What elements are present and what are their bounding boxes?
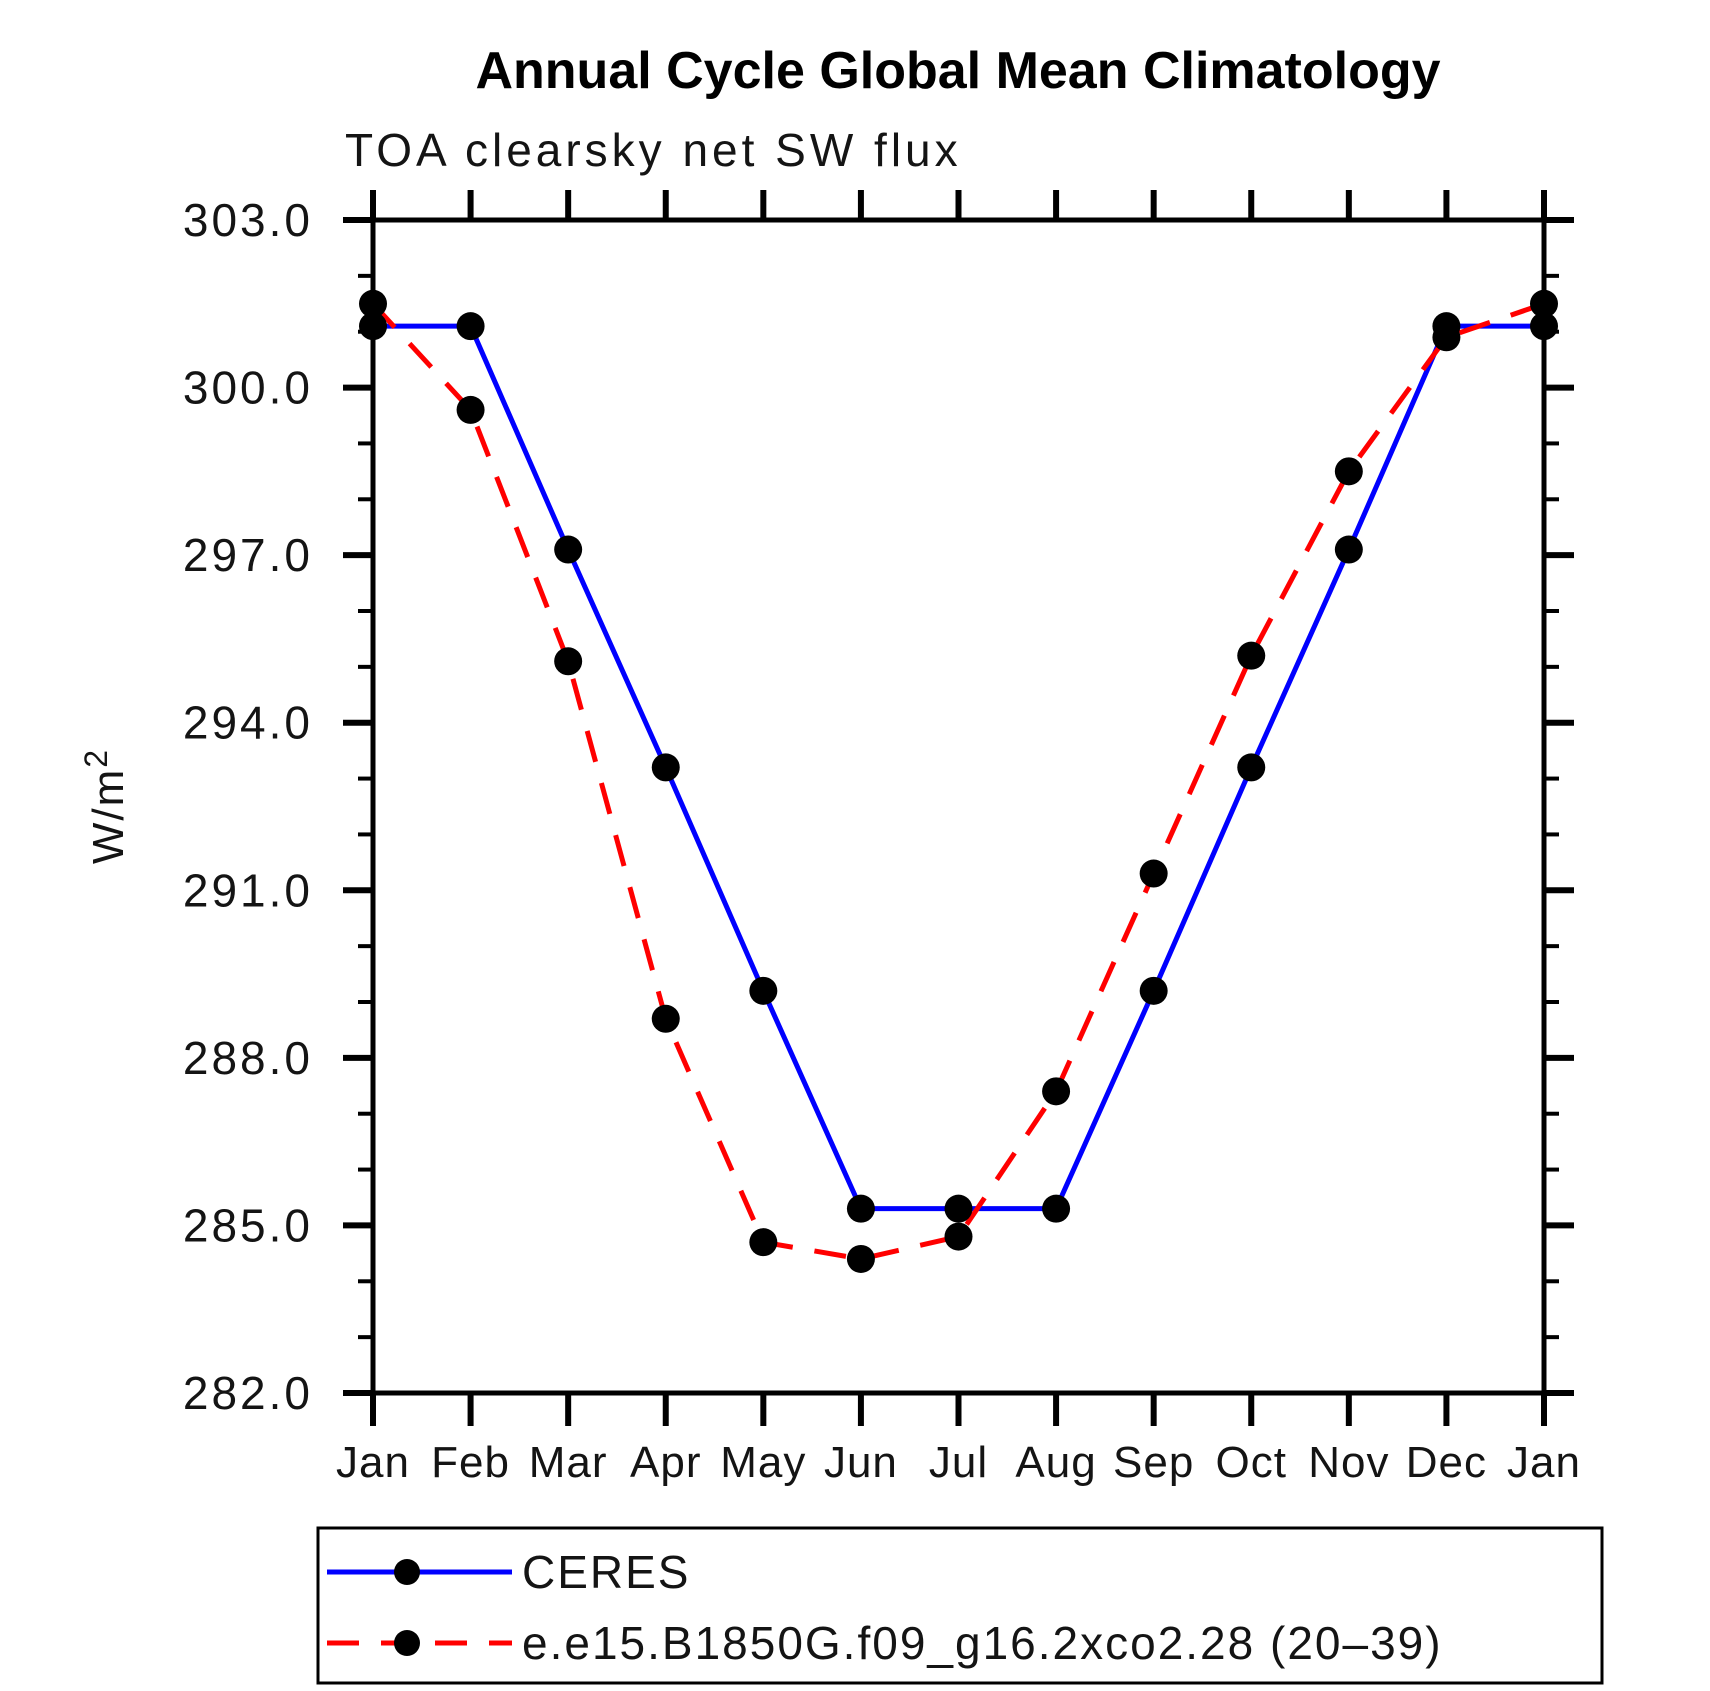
data-point-marker (359, 289, 387, 318)
data-point-marker (651, 753, 680, 782)
data-point-marker (554, 647, 583, 676)
y-axis-label: W/m2 (78, 748, 133, 864)
data-point-marker (1530, 289, 1558, 318)
legend-samples (327, 1559, 512, 1656)
month-label: Feb (431, 1438, 510, 1487)
data-series (359, 289, 1558, 1273)
data-point-marker (1237, 753, 1266, 782)
legend-box (316, 1526, 1604, 1685)
data-point-marker (944, 1222, 973, 1251)
series-line-model (371, 301, 1545, 1262)
legend-label-model: e.e15.B1850G.f09_g16.2xco2.28 (20–39) (522, 1617, 1443, 1669)
data-point-marker (749, 1228, 778, 1257)
month-label: Jul (929, 1438, 988, 1487)
month-label: Jun (824, 1438, 898, 1487)
y-tick-label: 297.0 (183, 529, 313, 581)
data-point-marker (749, 976, 778, 1005)
data-point-marker (1334, 457, 1363, 486)
data-point-marker (1530, 312, 1558, 341)
legend-sample-marker (394, 1559, 420, 1585)
month-label: Dec (1406, 1438, 1487, 1487)
month-label: Jan (1507, 1438, 1581, 1487)
y-tick-label: 285.0 (183, 1199, 313, 1251)
month-label: Apr (630, 1438, 701, 1487)
data-point-marker (1139, 859, 1168, 888)
month-label: Aug (1015, 1438, 1096, 1487)
data-point-marker (554, 535, 583, 564)
data-point-marker (359, 312, 387, 341)
data-point-marker (456, 312, 485, 341)
data-point-marker (846, 1194, 875, 1223)
month-label: Sep (1113, 1438, 1194, 1487)
data-point-marker (1432, 323, 1461, 352)
data-point-marker (944, 1194, 973, 1223)
data-point-marker (456, 395, 485, 424)
month-label: Nov (1308, 1438, 1389, 1487)
chart-title: Annual Cycle Global Mean Climatology (475, 42, 1440, 100)
data-point-marker (846, 1244, 875, 1273)
y-tick-label: 303.0 (183, 194, 313, 246)
month-label: May (720, 1438, 806, 1487)
y-tick-label: 282.0 (183, 1367, 313, 1419)
y-tick-label: 300.0 (183, 362, 313, 414)
month-label: Oct (1216, 1438, 1287, 1487)
month-label: Jan (336, 1438, 410, 1487)
data-point-marker (651, 1004, 680, 1033)
data-point-marker (1139, 976, 1168, 1005)
legend-sample-marker (394, 1630, 420, 1656)
chart-subtitle: TOA clearsky net SW flux (345, 124, 962, 176)
y-tick-label: 291.0 (183, 864, 313, 916)
data-point-marker (1237, 641, 1266, 670)
y-tick-label: 288.0 (183, 1032, 313, 1084)
data-point-marker (1042, 1194, 1071, 1223)
legend-label-ceres: CERES (522, 1546, 690, 1598)
month-label: Mar (529, 1438, 608, 1487)
data-point-marker (1334, 535, 1363, 564)
data-point-marker (1042, 1077, 1071, 1106)
y-tick-label: 294.0 (183, 697, 313, 749)
axes: 282.0 285.0 288.0 291.0 294.0 297.0 300.0 303.0… (183, 190, 1581, 1487)
series-line-ceres (373, 323, 1544, 1212)
